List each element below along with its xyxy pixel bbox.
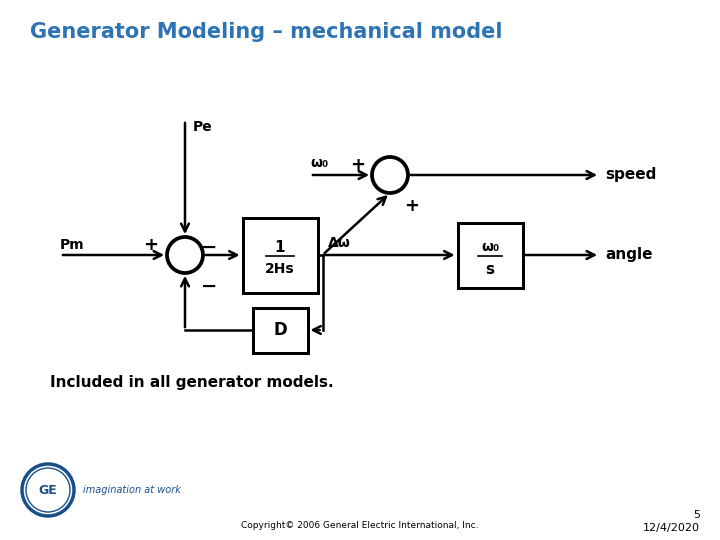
Bar bbox=[457, 222, 523, 287]
Text: −: − bbox=[201, 238, 217, 256]
Text: +: + bbox=[404, 197, 419, 215]
Text: 12/4/2020: 12/4/2020 bbox=[643, 523, 700, 533]
Text: GE: GE bbox=[39, 483, 58, 496]
Text: s: s bbox=[485, 261, 495, 276]
Text: +: + bbox=[143, 236, 158, 254]
Text: ω₀: ω₀ bbox=[310, 156, 328, 170]
Text: imagination at work: imagination at work bbox=[83, 485, 181, 495]
Text: Pm: Pm bbox=[60, 238, 85, 252]
Text: ω₀: ω₀ bbox=[481, 240, 499, 254]
Bar bbox=[243, 218, 318, 293]
Text: 5: 5 bbox=[693, 510, 700, 520]
Text: D: D bbox=[273, 321, 287, 339]
Text: Δω: Δω bbox=[328, 236, 351, 250]
Text: −: − bbox=[201, 277, 217, 296]
Bar bbox=[253, 307, 307, 353]
Text: +: + bbox=[351, 156, 366, 174]
Text: Included in all generator models.: Included in all generator models. bbox=[50, 375, 333, 390]
Text: Pe: Pe bbox=[193, 120, 212, 134]
Text: Generator Modeling – mechanical model: Generator Modeling – mechanical model bbox=[30, 22, 503, 42]
Text: speed: speed bbox=[605, 167, 657, 183]
Text: 1: 1 bbox=[275, 240, 285, 254]
Text: 2Hs: 2Hs bbox=[265, 262, 294, 276]
Text: angle: angle bbox=[605, 247, 652, 262]
Text: Copyright© 2006 General Electric International, Inc.: Copyright© 2006 General Electric Interna… bbox=[241, 522, 479, 530]
